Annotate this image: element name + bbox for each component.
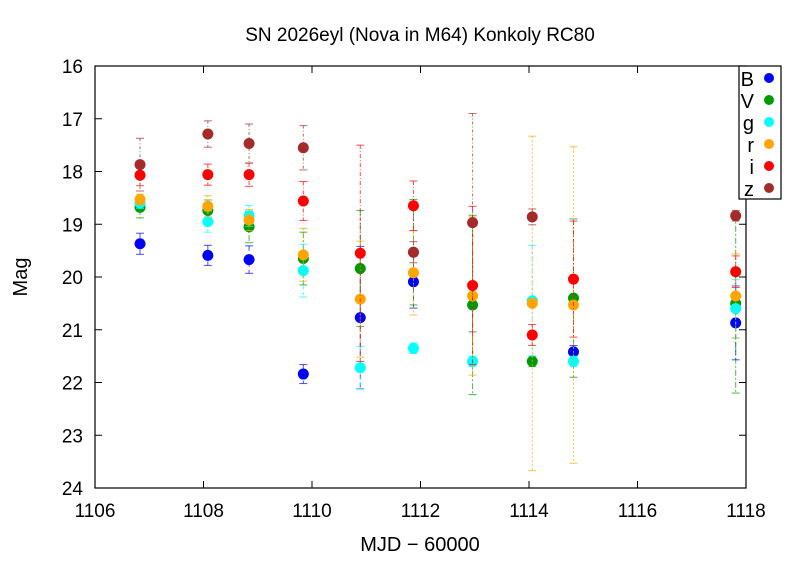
data-point bbox=[297, 368, 309, 380]
data-point bbox=[567, 355, 579, 367]
data-point bbox=[730, 290, 742, 302]
data-point bbox=[467, 290, 479, 302]
data-point bbox=[407, 276, 419, 288]
x-tick-label: 1108 bbox=[183, 501, 224, 522]
data-point bbox=[134, 159, 146, 171]
series-z bbox=[134, 112, 742, 333]
data-point bbox=[467, 279, 479, 291]
plot-frame bbox=[94, 65, 747, 489]
data-point bbox=[354, 362, 366, 374]
y-tick-label: 24 bbox=[62, 479, 84, 500]
data-point bbox=[243, 254, 255, 266]
data-point bbox=[730, 303, 742, 315]
y-tick-label: 19 bbox=[62, 215, 83, 236]
data-point bbox=[730, 266, 742, 278]
data-point bbox=[202, 200, 214, 212]
data-point bbox=[243, 214, 255, 226]
data-point bbox=[202, 169, 214, 181]
data-point bbox=[567, 273, 579, 285]
series-B bbox=[134, 232, 742, 390]
legend-marker bbox=[764, 139, 774, 149]
legend-label: z bbox=[744, 179, 754, 201]
data-point bbox=[526, 297, 538, 309]
legend-label: V bbox=[741, 91, 755, 113]
x-tick-label: 1112 bbox=[401, 501, 440, 522]
data-point bbox=[202, 249, 214, 261]
legend-label: i bbox=[750, 157, 754, 179]
legend-marker bbox=[764, 161, 774, 171]
data-point bbox=[407, 200, 419, 212]
legend-marker bbox=[764, 95, 774, 105]
data-point bbox=[297, 265, 309, 277]
legend-label: B bbox=[741, 69, 754, 91]
legend-label: g bbox=[743, 113, 754, 135]
legend-marker bbox=[764, 183, 774, 193]
data-point bbox=[407, 246, 419, 258]
data-point bbox=[134, 193, 146, 205]
data-point bbox=[202, 216, 214, 228]
data-point bbox=[526, 211, 538, 223]
y-tick-label: 23 bbox=[62, 426, 83, 447]
y-tick-label: 17 bbox=[62, 110, 83, 131]
data-point bbox=[134, 169, 146, 181]
series-r bbox=[134, 135, 742, 472]
y-axis-label: Mag bbox=[10, 258, 32, 297]
data-point bbox=[243, 138, 255, 150]
y-tick-label: 16 bbox=[62, 57, 83, 78]
x-axis-label: MJD − 60000 bbox=[360, 534, 480, 556]
x-tick-label: 1116 bbox=[618, 501, 657, 522]
legend-box bbox=[738, 65, 782, 200]
x-tick-label: 1118 bbox=[726, 501, 765, 522]
legend-marker bbox=[764, 73, 774, 83]
series-g bbox=[134, 197, 742, 390]
legend-marker bbox=[764, 117, 774, 127]
data-point bbox=[297, 195, 309, 207]
data-point bbox=[354, 247, 366, 259]
x-tick-label: 1106 bbox=[75, 501, 116, 522]
data-point bbox=[730, 210, 742, 222]
y-tick-label: 18 bbox=[62, 163, 83, 184]
data-point bbox=[297, 249, 309, 261]
data-point bbox=[134, 238, 146, 250]
y-tick-label: 22 bbox=[62, 374, 83, 395]
legend-label: r bbox=[747, 135, 754, 157]
chart-title: SN 2026eyl (Nova in M64) Konkoly RC80 bbox=[245, 25, 595, 46]
data-point bbox=[407, 267, 419, 279]
series-V bbox=[134, 196, 742, 396]
data-point bbox=[202, 128, 214, 140]
y-tick-label: 21 bbox=[62, 321, 83, 342]
data-point bbox=[526, 329, 538, 341]
data-point bbox=[297, 142, 309, 154]
y-tick-label: 20 bbox=[62, 268, 83, 289]
data-point bbox=[407, 342, 419, 354]
x-tick-label: 1110 bbox=[292, 501, 331, 522]
data-point bbox=[467, 217, 479, 229]
data-point bbox=[243, 169, 255, 181]
series-i bbox=[134, 144, 742, 366]
x-tick-label: 1114 bbox=[509, 501, 549, 522]
